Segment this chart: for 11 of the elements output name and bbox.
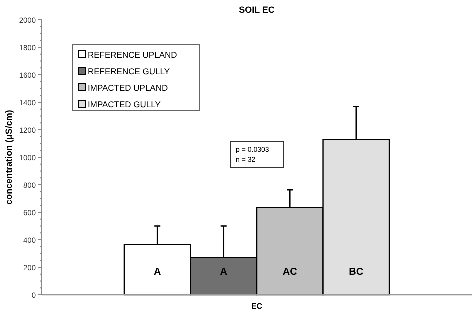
legend-label: REFERENCE GULLY [88,66,170,76]
x-tick-label: EC [251,302,263,311]
legend-label: REFERENCE UPLAND [88,50,178,60]
data-label: BC [349,267,364,278]
chart-title: SOIL EC [239,5,276,15]
legend-label: IMPACTED GULLY [88,100,162,110]
data-label: A [154,267,162,278]
legend-label: IMPACTED UPLAND [88,83,168,93]
y-axis-title: concentration (µS/cm) [4,110,14,205]
data-label: AC [282,267,298,278]
data-label: A [220,267,228,278]
